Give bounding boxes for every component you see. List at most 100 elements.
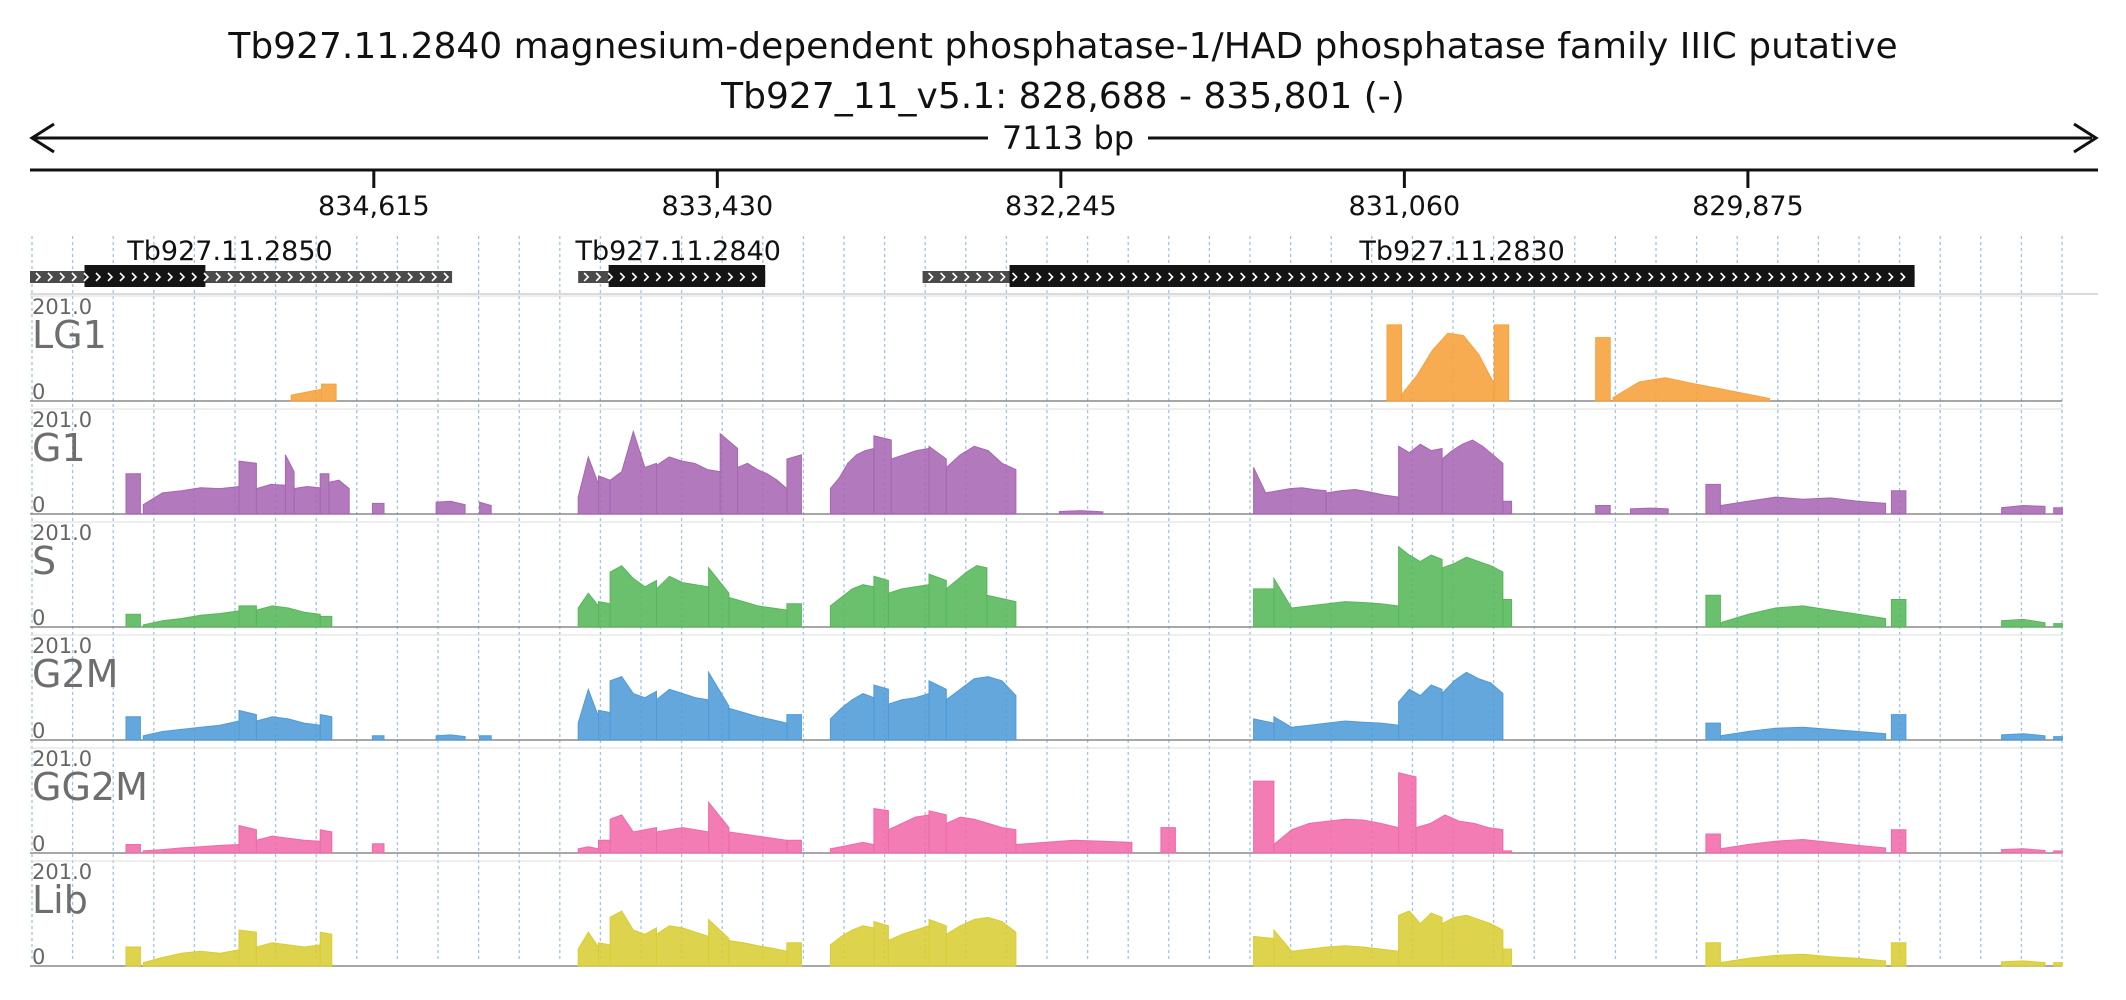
track-name: LG1: [32, 313, 107, 357]
coverage-area: [1398, 910, 1443, 967]
coverage-area: [1386, 324, 1402, 402]
coverage-area: [479, 501, 492, 515]
coverage-area: [1441, 671, 1504, 741]
tick-label: 834,615: [318, 191, 430, 222]
coverage-area: [928, 679, 947, 741]
coverage-area: [1719, 605, 1887, 628]
coverage-area: [371, 735, 385, 741]
strand-arrow-icon: [583, 272, 758, 282]
tick-label: 829,875: [1692, 191, 1804, 222]
track-max-label: 201.0: [32, 408, 92, 432]
strand-arrow-icon: [35, 272, 450, 282]
coverage-area: [786, 714, 802, 741]
scale-arrow-right-icon: [2073, 122, 2099, 154]
coverage-area: [598, 839, 611, 854]
coverage-area: [873, 808, 889, 854]
coverage-area: [708, 670, 730, 741]
coverage-area: [435, 500, 466, 515]
coverage-area: [928, 573, 947, 628]
coverage-area: [656, 688, 710, 741]
track-s: 201.0 0 S: [30, 521, 2063, 630]
track-gg2m: 201.0 0 GG2M: [30, 747, 2063, 856]
track-max-label: 201.0: [32, 521, 92, 545]
coverage-area: [142, 610, 240, 628]
coverage-area: [598, 601, 611, 628]
track-name: G1: [32, 426, 86, 470]
coverage-area: [609, 675, 657, 741]
coverage-area: [1502, 850, 1513, 854]
coverage-area: [328, 479, 350, 515]
coverage-area: [319, 473, 330, 515]
coverage-area: [1273, 576, 1400, 628]
track-lg1: 201.0 0 LG1: [30, 295, 2062, 404]
coverage-area: [1719, 496, 1887, 515]
coverage-area: [887, 584, 930, 628]
coverage-area: [142, 720, 240, 741]
coverage-area: [1595, 337, 1611, 402]
coverage-area: [656, 575, 710, 628]
coverage-area: [1705, 483, 1721, 515]
coverage-area: [719, 432, 739, 515]
coverage-area: [371, 502, 385, 515]
gene-label: Tb927.11.2850: [126, 236, 332, 267]
coverage-area: [125, 473, 141, 515]
chart-title: Tb927.11.2840 magnesium-dependent phosph…: [227, 26, 1897, 67]
coverage-area: [728, 831, 788, 854]
track-name: Lib: [32, 878, 88, 922]
coverage-area: [786, 839, 802, 854]
coverage-area: [945, 565, 988, 628]
coverage-area: [786, 942, 802, 967]
scale-arrow-left-icon: [29, 122, 55, 154]
coverage-area: [479, 735, 492, 741]
chart-subtitle: Tb927_11_v5.1: 828,688 - 835,801 (-): [720, 76, 1405, 117]
coverage-area: [1398, 772, 1417, 854]
coverage-area: [1890, 714, 1907, 741]
coverage-area: [708, 566, 730, 628]
coverage-area: [873, 575, 889, 628]
coverage-area: [255, 835, 321, 854]
coverage-area: [708, 918, 730, 967]
coverage-area: [609, 910, 657, 967]
coverage-area: [887, 692, 930, 741]
coverage-area: [1273, 928, 1400, 967]
coverage-area: [1493, 324, 1510, 402]
coverage-area: [238, 460, 257, 515]
coverage-area: [238, 709, 257, 741]
coverage-area: [945, 916, 1017, 967]
coverage-area: [435, 734, 466, 741]
coverage-area: [1015, 839, 1133, 854]
coverage-area: [786, 454, 802, 515]
coverage-area: [1719, 726, 1887, 741]
coverage-area: [829, 925, 875, 967]
coverage-area: [928, 810, 947, 854]
coverage-area: [2001, 733, 2046, 741]
coverage-area: [238, 605, 257, 628]
coverage-area: [928, 918, 947, 967]
coverage-area: [577, 592, 599, 628]
coverage-area: [829, 447, 875, 515]
track-max-label: 201.0: [32, 747, 92, 771]
coverage-area: [1253, 467, 1327, 515]
gene-feature: Tb927.11.2850: [30, 236, 453, 287]
coverage-area: [728, 707, 788, 741]
strand-arrow-icon: [928, 272, 1906, 282]
coverage-area: [1890, 942, 1907, 967]
coverage-area: [2001, 848, 2046, 854]
coverage-area: [1398, 684, 1443, 741]
coverage-area: [1415, 814, 1504, 854]
coverage-area: [255, 605, 321, 628]
coverage-area: [1612, 377, 1771, 402]
coverage-area: [284, 454, 295, 515]
track-max-label: 201.0: [32, 295, 92, 319]
coverage-area: [928, 445, 947, 515]
scale-label: 7113 bp: [1002, 119, 1134, 157]
coverage-area: [238, 824, 257, 854]
coverage-area: [142, 949, 240, 967]
gene-cds: [608, 265, 766, 287]
track-g2m: 201.0 0 G2M: [30, 634, 2063, 743]
track-max-label: 201.0: [32, 860, 92, 884]
coverage-area: [1253, 588, 1275, 628]
coverage-area: [1705, 594, 1721, 628]
coverage-area: [656, 827, 710, 854]
